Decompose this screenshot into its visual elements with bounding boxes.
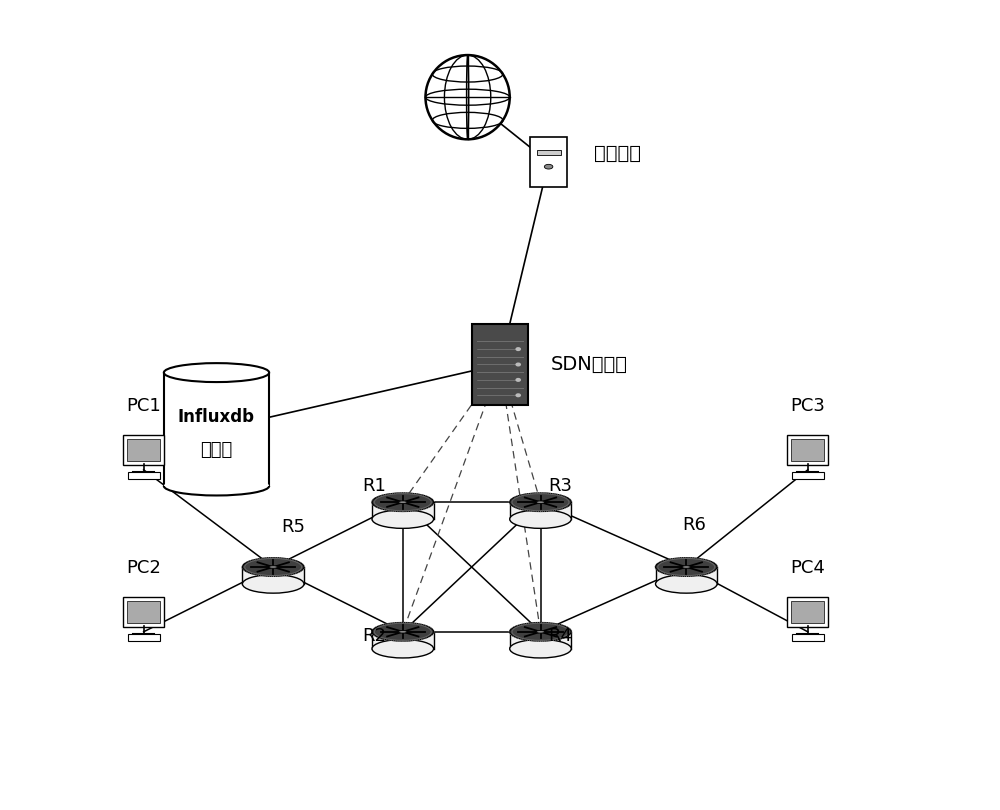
Text: SDN控制器: SDN控制器: [551, 355, 628, 374]
Ellipse shape: [515, 363, 521, 366]
Ellipse shape: [656, 575, 717, 593]
FancyBboxPatch shape: [128, 634, 160, 641]
FancyBboxPatch shape: [127, 601, 160, 623]
Polygon shape: [656, 567, 717, 584]
Polygon shape: [242, 567, 304, 584]
Ellipse shape: [510, 623, 571, 641]
FancyBboxPatch shape: [472, 324, 528, 404]
Ellipse shape: [164, 363, 269, 382]
Polygon shape: [510, 502, 571, 519]
Ellipse shape: [372, 493, 434, 511]
Ellipse shape: [398, 501, 407, 504]
FancyBboxPatch shape: [791, 439, 824, 461]
Ellipse shape: [536, 501, 545, 504]
Ellipse shape: [372, 623, 434, 641]
Text: PC4: PC4: [790, 559, 825, 577]
FancyBboxPatch shape: [791, 601, 824, 623]
Text: PC1: PC1: [126, 397, 161, 415]
Text: 数据库: 数据库: [200, 441, 233, 458]
Polygon shape: [372, 502, 434, 519]
Ellipse shape: [682, 565, 691, 569]
Ellipse shape: [372, 510, 434, 528]
Text: R1: R1: [362, 477, 386, 495]
FancyBboxPatch shape: [530, 137, 567, 187]
FancyBboxPatch shape: [792, 472, 824, 479]
Ellipse shape: [515, 377, 521, 382]
Text: PC2: PC2: [126, 559, 161, 577]
Ellipse shape: [544, 164, 553, 169]
Text: R2: R2: [362, 627, 386, 645]
Text: R6: R6: [682, 516, 706, 534]
FancyBboxPatch shape: [787, 435, 828, 465]
Polygon shape: [164, 373, 269, 486]
Ellipse shape: [510, 510, 571, 528]
FancyBboxPatch shape: [537, 150, 561, 155]
Ellipse shape: [398, 630, 407, 633]
FancyBboxPatch shape: [787, 597, 828, 627]
Ellipse shape: [656, 558, 717, 576]
Ellipse shape: [515, 394, 521, 397]
Polygon shape: [372, 632, 434, 649]
Text: R4: R4: [549, 627, 573, 645]
Text: R5: R5: [281, 518, 305, 535]
Ellipse shape: [269, 565, 278, 569]
Ellipse shape: [372, 640, 434, 658]
FancyBboxPatch shape: [128, 472, 160, 479]
Ellipse shape: [242, 575, 304, 593]
Ellipse shape: [515, 347, 521, 351]
Text: PC3: PC3: [790, 397, 825, 415]
Ellipse shape: [164, 476, 269, 496]
Text: Influxdb: Influxdb: [178, 408, 255, 426]
FancyBboxPatch shape: [127, 439, 160, 461]
FancyBboxPatch shape: [123, 597, 164, 627]
Ellipse shape: [425, 55, 510, 139]
FancyBboxPatch shape: [792, 634, 824, 641]
Ellipse shape: [510, 640, 571, 658]
Ellipse shape: [242, 558, 304, 576]
FancyBboxPatch shape: [123, 435, 164, 465]
Text: R3: R3: [549, 477, 573, 495]
Ellipse shape: [536, 630, 545, 633]
Polygon shape: [510, 632, 571, 649]
Text: 管理终端: 管理终端: [594, 144, 641, 164]
Ellipse shape: [510, 493, 571, 511]
